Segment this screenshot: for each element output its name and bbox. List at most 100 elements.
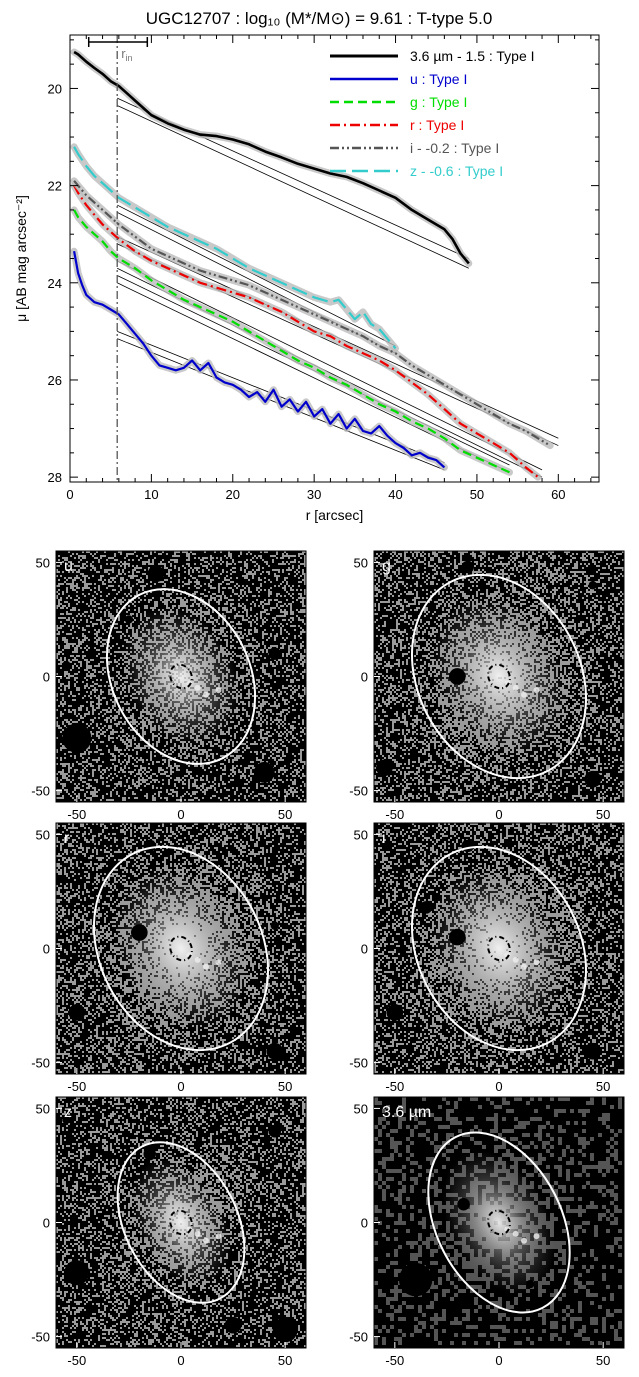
panel-x-tick-label: 50	[596, 807, 610, 822]
panel-4: z -50 0 50 -50 0 50	[31, 1096, 307, 1368]
inner-ellipse	[487, 1209, 511, 1236]
star-mask	[588, 921, 597, 930]
star-mask	[147, 565, 165, 583]
x-tick-label: 10	[144, 487, 158, 502]
panel-x-tick-label: 0	[495, 1079, 502, 1094]
y-tick-label: 20	[48, 81, 62, 96]
panel-x-tick-label: 0	[177, 1353, 184, 1368]
panel-x-tick-label: -50	[67, 1079, 86, 1094]
panel-x-tick-label: 0	[177, 1079, 184, 1094]
legend-label-5: z - -0.6 : Type I	[410, 163, 503, 179]
panel-y-tick-label: -50	[31, 1056, 50, 1071]
galaxy-knot	[203, 1237, 209, 1244]
fit-line-3-0	[117, 260, 543, 471]
star-mask	[64, 1260, 90, 1286]
galaxy-knot	[533, 1233, 540, 1240]
panel-3: i -50 0 50 -50 0 50	[349, 822, 625, 1094]
galaxy-glow	[121, 606, 241, 747]
galaxy-knot	[215, 959, 222, 966]
galaxy-glow	[429, 867, 569, 1030]
star-mask	[399, 1262, 433, 1297]
galaxy-knot	[215, 1233, 222, 1240]
star-mask	[143, 839, 156, 853]
series-line-5	[73, 146, 397, 350]
series-line-0	[73, 50, 470, 265]
series-line-1	[73, 251, 446, 469]
panel-0: u -50 0 50 -50 0 50	[31, 550, 307, 822]
panel-x-tick-label: 0	[177, 807, 184, 822]
panel-x-tick-label: 0	[495, 807, 502, 822]
galaxy-knot	[194, 684, 201, 691]
aperture-ellipse	[105, 588, 257, 765]
star-mask	[253, 761, 275, 783]
star-mask	[449, 928, 466, 946]
star-mask	[588, 581, 597, 590]
panel-image	[56, 1097, 306, 1348]
x-tick-label: 0	[66, 487, 73, 502]
star-mask	[68, 1004, 86, 1021]
panel-y-tick-label: 50	[354, 555, 368, 570]
r-in-label: rin	[121, 46, 132, 63]
panel-y-tick-label: 0	[43, 1216, 50, 1231]
star-mask	[268, 1124, 281, 1138]
x-tick-label: 30	[307, 487, 321, 502]
galaxy-knot	[203, 691, 209, 698]
panel-x-tick-label: -50	[385, 807, 404, 822]
panel-2: r -50 0 50 -50 0 50	[31, 822, 307, 1094]
star-mask	[461, 560, 474, 574]
galaxy-glow	[442, 1150, 556, 1295]
panel-y-tick-label: 0	[43, 670, 50, 685]
inner-ellipse	[169, 1209, 193, 1236]
legend-label-4: i - -0.2 : Type I	[410, 140, 499, 156]
panel-y-tick-label: -50	[31, 1330, 50, 1345]
series-band-1	[70, 247, 448, 471]
aperture-ellipse	[93, 845, 269, 1052]
panel-label: r	[64, 830, 70, 847]
legend-label-0: 3.6 µm - 1.5 : Type I	[410, 48, 535, 64]
panel-x-tick-label: 50	[278, 1079, 292, 1094]
profile-chart: UGC12707 : log₁₀ (M*/M⊙) = 9.61 : T-type…	[13, 9, 600, 523]
panel-x-tick-label: 0	[495, 1353, 502, 1368]
series-line-2	[73, 209, 510, 474]
star-mask	[62, 1115, 71, 1124]
fit-line-0-1	[117, 105, 469, 269]
galaxy-knot	[521, 963, 527, 970]
star-mask	[268, 647, 281, 660]
star-mask	[62, 660, 71, 670]
panel-image	[374, 551, 624, 802]
legend-label-3: r : Type I	[410, 117, 464, 133]
star-mask	[584, 1042, 602, 1060]
panel-noise	[56, 551, 306, 801]
panel-y-tick-label: 0	[361, 942, 368, 957]
aperture-ellipse	[116, 1141, 246, 1304]
inner-ellipse	[169, 935, 193, 962]
x-tick-label: 40	[388, 487, 402, 502]
panel-label: g	[382, 558, 391, 575]
panel-x-tick-label: -50	[385, 1079, 404, 1094]
y-axis-label: μ [AB mag arcsec⁻²]	[13, 195, 29, 322]
panel-label: u	[64, 558, 73, 575]
panel-y-tick-label: 0	[43, 942, 50, 957]
y-tick-label: 26	[48, 373, 62, 388]
y-tick-label: 24	[48, 276, 62, 291]
panel-y-tick-label: 50	[36, 827, 50, 842]
galaxy-knot	[533, 687, 540, 694]
star-mask	[461, 839, 474, 853]
galaxy-knot	[533, 959, 540, 966]
star-mask	[124, 615, 134, 624]
panel-y-tick-label: 50	[36, 555, 50, 570]
plot-area	[70, 48, 559, 481]
series-line-3	[73, 185, 539, 478]
star-mask	[62, 723, 92, 753]
x-tick-label: 20	[226, 487, 240, 502]
star-mask	[526, 1279, 535, 1289]
legend-label-1: u : Type I	[410, 71, 467, 87]
panel-image	[56, 551, 306, 802]
panel-label: z	[64, 1104, 72, 1121]
panel-y-tick-label: 50	[354, 827, 368, 842]
panel-y-tick-label: 0	[361, 670, 368, 685]
series-line-4	[73, 180, 551, 447]
galaxy-glow	[111, 867, 251, 1030]
